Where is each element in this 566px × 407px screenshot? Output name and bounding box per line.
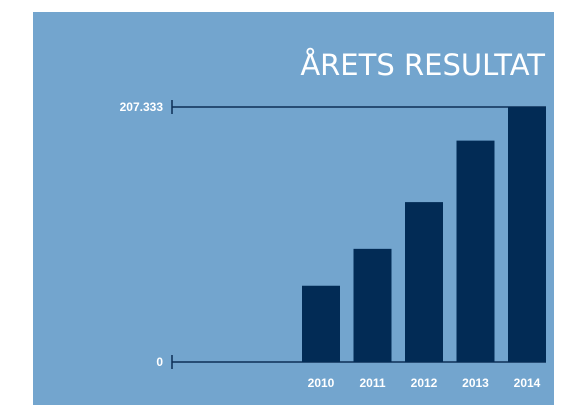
x-tick-label: 2011	[359, 376, 385, 390]
y-tick-label: 207.333	[120, 100, 164, 114]
x-tick-label: 2010	[308, 376, 335, 390]
bar	[302, 285, 340, 362]
x-tick-label: 2012	[411, 376, 438, 390]
bar-chart: ÅRETS RESULTAT 0 207.333 2010 2011 2012 2013…	[120, 48, 546, 390]
chart-panel: ÅRETS RESULTAT 0 207.333 2010 2011 2012 2013…	[33, 12, 554, 405]
bars	[302, 107, 546, 362]
y-tick-label: 0	[156, 355, 163, 369]
x-tick-label: 2013	[462, 376, 489, 390]
x-axis-labels: 2010 2011 2012 2013 2014	[308, 376, 541, 390]
bar	[456, 140, 495, 362]
chart-title: ÅRETS RESULTAT	[300, 48, 545, 82]
bar	[508, 107, 546, 362]
bar	[405, 202, 443, 362]
bar	[353, 248, 392, 362]
x-tick-label: 2014	[514, 376, 541, 390]
